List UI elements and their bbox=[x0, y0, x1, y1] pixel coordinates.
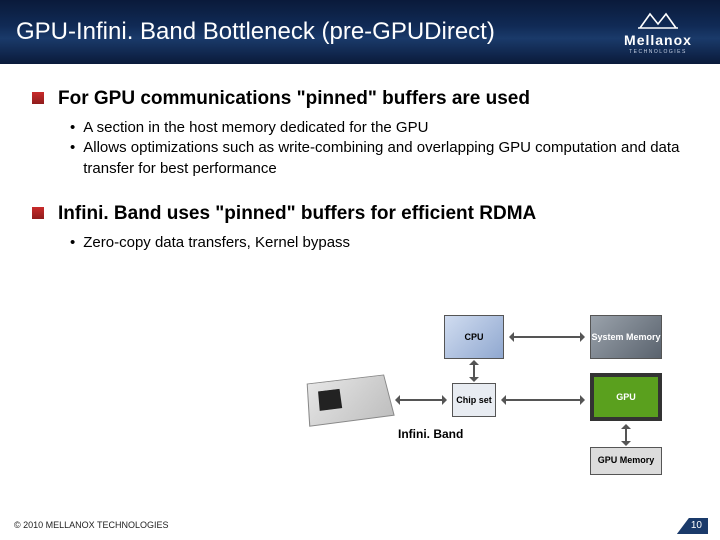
copyright-footer: © 2010 MELLANOX TECHNOLOGIES bbox=[14, 520, 169, 530]
square-bullet-icon bbox=[32, 92, 44, 104]
arrow-cpu-chipset bbox=[473, 361, 475, 381]
arrow-chipset-gpu bbox=[502, 399, 584, 401]
arrow-nic-chipset bbox=[396, 399, 446, 401]
slide-title: GPU-Infini. Band Bottleneck (pre-GPUDire… bbox=[16, 18, 495, 46]
arrow-cpu-sysmem bbox=[510, 336, 584, 338]
nic-card-icon bbox=[307, 375, 395, 427]
gpu-memory-block: GPU Memory bbox=[590, 447, 662, 475]
infiniband-label: Infini. Band bbox=[398, 427, 463, 441]
list-item: • Zero-copy data transfers, Kernel bypass bbox=[70, 233, 688, 253]
cpu-label: CPU bbox=[464, 332, 483, 342]
brand-name: Mellanox bbox=[624, 32, 692, 48]
chipset-block: Chip set bbox=[452, 383, 496, 417]
list-item: • A section in the host memory dedicated … bbox=[70, 118, 688, 138]
bullet-dot-icon: • bbox=[70, 233, 75, 253]
system-memory-block: System Memory bbox=[590, 315, 662, 359]
section-1-heading-row: For GPU communications "pinned" buffers … bbox=[32, 88, 688, 110]
list-item-text: Allows optimizations such as write-combi… bbox=[83, 138, 688, 179]
chipset-label: Chip set bbox=[456, 395, 492, 405]
cpu-block: CPU bbox=[444, 315, 504, 359]
content-area: For GPU communications "pinned" buffers … bbox=[0, 64, 720, 253]
slide: GPU-Infini. Band Bottleneck (pre-GPUDire… bbox=[0, 0, 720, 540]
title-bar: GPU-Infini. Band Bottleneck (pre-GPUDire… bbox=[0, 0, 720, 64]
list-item-text: Zero-copy data transfers, Kernel bypass bbox=[83, 233, 350, 253]
gpu-block: GPU bbox=[590, 373, 662, 421]
list-item: •Allows optimizations such as write-comb… bbox=[70, 138, 688, 179]
section-1-heading: For GPU communications "pinned" buffers … bbox=[58, 88, 530, 110]
brand-logo: Mellanox TECHNOLOGIES bbox=[608, 4, 708, 60]
gpumem-label: GPU Memory bbox=[598, 456, 655, 465]
arrow-gpu-gpumem bbox=[625, 425, 627, 445]
gpu-label: GPU bbox=[616, 392, 636, 402]
sysmem-label: System Memory bbox=[591, 332, 660, 342]
section-2-heading: Infini. Band uses "pinned" buffers for e… bbox=[58, 203, 536, 225]
section-2-items: • Zero-copy data transfers, Kernel bypass bbox=[70, 233, 688, 253]
section-2-heading-row: Infini. Band uses "pinned" buffers for e… bbox=[32, 203, 688, 225]
page-number: 10 bbox=[677, 518, 708, 534]
bullet-dot-icon: • bbox=[70, 138, 75, 179]
brand-sub: TECHNOLOGIES bbox=[629, 49, 687, 55]
bullet-dot-icon: • bbox=[70, 118, 75, 138]
architecture-diagram: CPU System Memory Chip set GPU GPU Memor… bbox=[280, 315, 710, 485]
square-bullet-icon bbox=[32, 207, 44, 219]
bridge-icon bbox=[638, 10, 678, 30]
list-item-text: A section in the host memory dedicated f… bbox=[83, 118, 428, 138]
section-1-items: • A section in the host memory dedicated … bbox=[70, 118, 688, 179]
